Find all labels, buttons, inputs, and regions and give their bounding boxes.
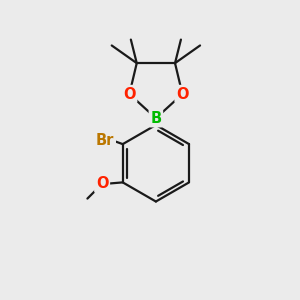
Text: O: O xyxy=(123,87,136,102)
Text: O: O xyxy=(96,176,108,191)
Text: B: B xyxy=(150,111,161,126)
Text: O: O xyxy=(176,87,189,102)
Text: Br: Br xyxy=(96,133,114,148)
